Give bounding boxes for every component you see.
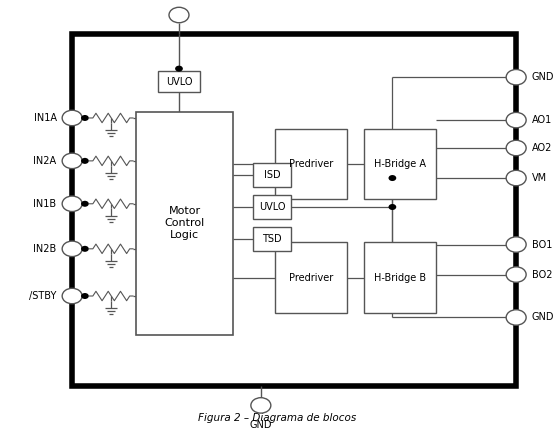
Circle shape [81, 293, 89, 299]
Text: TSD: TSD [262, 234, 282, 244]
Circle shape [81, 158, 89, 164]
Bar [136, 112, 233, 335]
Bar [253, 227, 291, 251]
Bar [275, 129, 347, 199]
Circle shape [251, 398, 271, 413]
Text: Predriver: Predriver [289, 273, 333, 283]
Text: AO1: AO1 [532, 115, 552, 125]
Circle shape [175, 66, 183, 72]
Text: GND: GND [250, 420, 272, 429]
Text: H-Bridge B: H-Bridge B [374, 273, 426, 283]
Bar [364, 242, 436, 313]
Bar [72, 34, 516, 386]
Bar [253, 163, 291, 187]
Bar [253, 195, 291, 219]
Text: IN1A: IN1A [34, 113, 57, 123]
Text: UVLO: UVLO [259, 202, 285, 212]
Text: VM: VM [532, 173, 547, 183]
Text: Figura 2 – Diagrama de blocos: Figura 2 – Diagrama de blocos [198, 413, 357, 423]
Circle shape [388, 204, 396, 210]
Text: BO1: BO1 [532, 239, 552, 250]
Text: Motor
Control
Logic: Motor Control Logic [164, 206, 205, 240]
Bar [158, 71, 200, 92]
Text: /STBY: /STBY [29, 291, 57, 301]
Circle shape [506, 237, 526, 252]
Circle shape [506, 310, 526, 325]
Text: GND: GND [532, 312, 554, 323]
Bar [275, 242, 347, 313]
Text: UVLO: UVLO [166, 76, 192, 87]
Bar [364, 129, 436, 199]
Circle shape [81, 246, 89, 252]
Circle shape [506, 267, 526, 282]
Circle shape [506, 170, 526, 186]
Text: Predriver: Predriver [289, 159, 333, 169]
Circle shape [62, 110, 82, 126]
Text: ISD: ISD [264, 170, 280, 180]
Text: VCC: VCC [169, 0, 189, 1]
Text: BO2: BO2 [532, 269, 552, 280]
Circle shape [506, 112, 526, 128]
Circle shape [506, 140, 526, 156]
Text: AO2: AO2 [532, 143, 552, 153]
Circle shape [81, 201, 89, 207]
Circle shape [62, 288, 82, 304]
Circle shape [506, 69, 526, 85]
Circle shape [388, 175, 396, 181]
Circle shape [62, 153, 82, 169]
Text: IN2A: IN2A [33, 156, 57, 166]
Circle shape [81, 115, 89, 121]
Text: IN2B: IN2B [33, 244, 57, 254]
Circle shape [169, 7, 189, 23]
Text: H-Bridge A: H-Bridge A [374, 159, 426, 169]
Text: IN1B: IN1B [33, 199, 57, 209]
Text: GND: GND [532, 72, 554, 82]
Circle shape [62, 196, 82, 211]
Circle shape [62, 241, 82, 257]
